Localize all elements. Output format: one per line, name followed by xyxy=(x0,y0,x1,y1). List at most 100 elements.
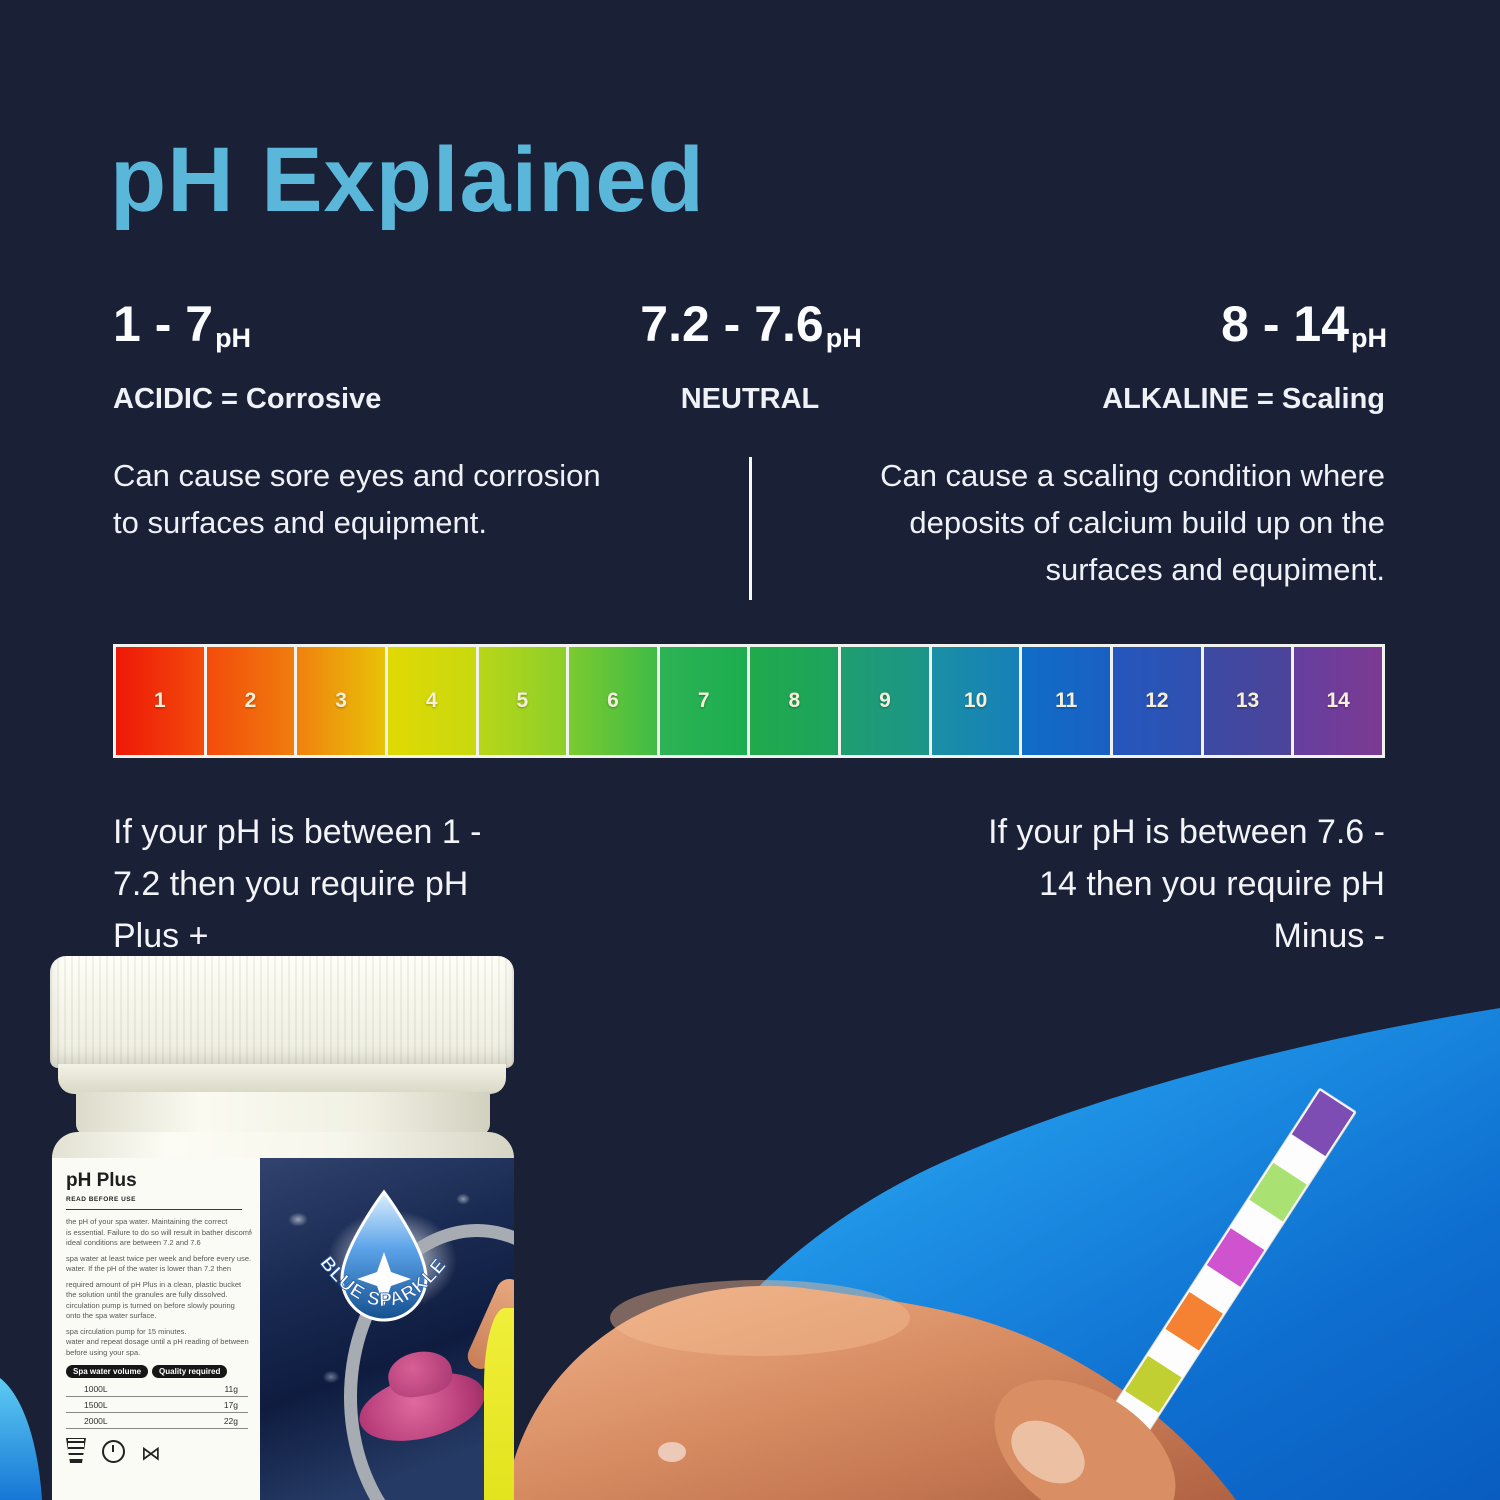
label-table-row: 1500L 17g xyxy=(66,1397,248,1413)
label-table-headers: Spa water volume Quality required xyxy=(66,1365,248,1378)
alkaline-range: 8 - 14pH xyxy=(985,295,1387,353)
bow-icon: ⋈ xyxy=(141,1441,161,1465)
label-line: before using your spa. xyxy=(66,1347,141,1357)
tub-body: pH Plus READ BEFORE USE the pH of your s… xyxy=(52,1132,514,1500)
page-title: pH Explained xyxy=(110,129,705,231)
label-line: is essential. Failure to do so will resu… xyxy=(66,1227,252,1237)
ph-scale: 1 2 3 4 5 6 7 8 9 10 11 12 13 14 xyxy=(113,644,1385,758)
label-table-cell: 1000L xyxy=(84,1383,108,1394)
label-table-cell: 17g xyxy=(223,1399,238,1410)
ph-scale-cell-value: 13 xyxy=(1235,689,1260,712)
label-line: the pH of your spa water. Maintaining th… xyxy=(66,1217,228,1226)
thumb-nail xyxy=(1011,1420,1085,1484)
ph-scale-cell-value: 9 xyxy=(879,689,891,712)
acidic-range-value: 1 - 7 xyxy=(113,296,214,352)
water-wave-left xyxy=(0,1378,42,1500)
alkaline-range-value: 8 - 14 xyxy=(1221,296,1349,352)
ph-scale-cell: 13 xyxy=(1203,647,1295,755)
blue-sparkle-logo: BLUE SPARKLE xyxy=(315,1189,450,1322)
label-subheading: READ BEFORE USE xyxy=(66,1196,136,1203)
label-table-header: Quality required xyxy=(152,1365,228,1378)
ph-minus-note-line: 14 then you require pH xyxy=(1039,865,1385,903)
ph-scale-cell-value: 1 xyxy=(153,689,166,712)
ph-plus-note: If your pH is between 1 - 7.2 then you r… xyxy=(113,806,673,962)
ph-scale-cell-value: 7 xyxy=(697,689,710,712)
ph-scale-cell-value: 14 xyxy=(1326,689,1350,712)
label-yellow-edge xyxy=(484,1308,514,1500)
strip-pad-green xyxy=(1249,1162,1307,1222)
label-heading: pH Plus xyxy=(66,1170,137,1191)
strip-pad-yellowgreen xyxy=(1125,1355,1182,1413)
ph-scale-cell: 9 xyxy=(841,647,932,755)
sparkle-star-icon xyxy=(357,1252,411,1306)
label-table-header: Spa water volume xyxy=(66,1365,149,1378)
alkaline-desc-line: deposits of calcium build up on the xyxy=(909,505,1385,540)
label-text-lines: the pH of your spa water. Maintaining th… xyxy=(66,1217,252,1358)
product-tub: pH Plus READ BEFORE USE the pH of your s… xyxy=(38,956,528,1500)
alkaline-description: Can cause a scaling condition where depo… xyxy=(865,452,1385,593)
clock-icon xyxy=(102,1440,125,1463)
alkaline-label: ALKALINE = Scaling xyxy=(1102,383,1385,415)
tub-label: pH Plus READ BEFORE USE the pH of your s… xyxy=(52,1158,514,1500)
label-table-cell: 22g xyxy=(223,1415,238,1426)
label-rule xyxy=(66,1209,242,1210)
beaker-icon xyxy=(66,1438,86,1463)
hand-knuckle-highlight xyxy=(610,1280,910,1356)
label-line: the solution until the granules are full… xyxy=(66,1290,228,1299)
ph-scale-cell-value: 3 xyxy=(335,689,347,712)
label-line: required amount of pH Plus in a clean, p… xyxy=(66,1279,242,1289)
tub-lid-lip xyxy=(58,1064,506,1094)
label-text-panel: pH Plus READ BEFORE USE the pH of your s… xyxy=(52,1158,260,1500)
ph-scale-cell-value: 4 xyxy=(425,689,438,712)
alkaline-range-unit: pH xyxy=(1351,323,1387,353)
ph-scale-cell: 8 xyxy=(750,647,842,755)
ph-scale-cell: 2 xyxy=(206,647,298,755)
label-table-rows: 1000L 11g 1500L 17g 2000L 22g xyxy=(66,1381,248,1429)
ph-scale-cell-value: 10 xyxy=(963,689,988,712)
label-line: spa circulation pump for 15 minutes. xyxy=(66,1326,187,1336)
ph-plus-note-line: 7.2 then you require pH xyxy=(113,865,469,903)
ph-scale-cell: 11 xyxy=(1022,647,1114,755)
ph-scale-cell: 1 xyxy=(116,647,207,755)
label-dosage-table: Spa water volume Quality required 1000L 11… xyxy=(66,1365,248,1429)
label-table-cell: 11g xyxy=(224,1383,238,1394)
acidic-desc-line: Can cause sore eyes and corrosion xyxy=(113,458,601,493)
ph-scale-cell: 14 xyxy=(1294,647,1382,755)
ph-scale-cell-value: 5 xyxy=(516,689,529,712)
alkaline-desc-line: Can cause a scaling condition where xyxy=(880,458,1385,493)
acidic-range-unit: pH xyxy=(215,323,252,353)
column-divider xyxy=(749,457,752,600)
ph-plus-note-line: Plus + xyxy=(113,917,209,955)
acidic-range: 1 - 7pH xyxy=(113,295,252,353)
strip-pad-purple xyxy=(1291,1090,1354,1157)
label-table-cell: 2000L xyxy=(84,1415,108,1426)
thumb xyxy=(994,1379,1176,1500)
ph-minus-note: If your pH is between 7.6 - 14 then you … xyxy=(825,806,1385,962)
neutral-range-unit: pH xyxy=(825,323,862,353)
ph-scale-cell-value: 8 xyxy=(788,689,801,712)
ph-minus-note-line: If your pH is between 7.6 - xyxy=(988,813,1385,851)
ph-minus-note-line: Minus - xyxy=(1273,917,1385,955)
label-line: water and repeat dosage until a pH readi… xyxy=(66,1337,249,1346)
label-line: ideal conditions are between 7.2 and 7.6 xyxy=(66,1238,201,1247)
ph-scale-cell: 7 xyxy=(659,647,751,755)
label-line: onto the spa water surface. xyxy=(66,1311,157,1320)
ph-scale-cell-value: 2 xyxy=(244,689,257,712)
ph-scale-cell: 4 xyxy=(387,647,479,755)
ph-scale-cell: 6 xyxy=(569,647,660,755)
hand-water-glint xyxy=(658,1442,686,1462)
strip-pad-magenta xyxy=(1206,1228,1265,1287)
acidic-description: Can cause sore eyes and corrosion to sur… xyxy=(113,452,653,546)
label-line: spa water at least twice per week and be… xyxy=(66,1253,252,1263)
tub-lid xyxy=(50,956,514,1068)
neutral-range-value: 7.2 - 7.6 xyxy=(640,296,824,352)
ph-scale-cell: 10 xyxy=(931,647,1023,755)
label-line: circulation pump is turned on before slo… xyxy=(66,1300,235,1310)
strip-pad-orange xyxy=(1165,1291,1223,1351)
acidic-desc-line: to surfaces and equipment. xyxy=(113,505,487,540)
label-table-row: 1000L 11g xyxy=(66,1381,248,1397)
tub-neck xyxy=(76,1092,490,1136)
ph-scale-cell: 12 xyxy=(1113,647,1204,755)
